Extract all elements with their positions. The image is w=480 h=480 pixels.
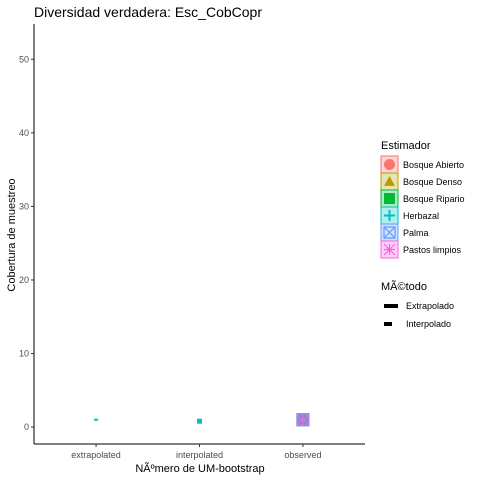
x-tick-label: observed <box>284 450 321 460</box>
legend-label-interpolado: Interpolado <box>406 319 451 329</box>
legend-label-pastos-limpios: Pastos limpios <box>403 245 462 255</box>
x-axis-title: NÃºmero de UM-bootstrap <box>135 462 264 475</box>
legend-symbol-bosque-denso <box>384 176 395 186</box>
legend-label-bosque-ripario: Bosque Ripario <box>403 194 465 204</box>
legend-label-extrapolado: Extrapolado <box>406 301 454 311</box>
x-tick-label: interpolated <box>176 450 223 460</box>
legend-estimador: Estimador Bosque Abierto Bosque Denso Bosq… <box>380 140 465 259</box>
legend-symbol-pastos-limpios <box>383 243 396 256</box>
legend-symbol-bosque-abierto <box>384 159 395 170</box>
legend-label-bosque-denso: Bosque Denso <box>403 177 462 187</box>
y-tick-label: 30 <box>19 201 29 211</box>
legend-title-metodo: MÃ©todo <box>381 280 427 293</box>
y-tick-label: 40 <box>19 128 29 138</box>
y-axis-title: Cobertura de muestreo <box>6 178 18 291</box>
legend-symbol-bosque-ripario <box>384 193 395 204</box>
plot-marks <box>94 413 310 427</box>
x-tick-label: extrapolated <box>71 450 121 460</box>
y-tick-label: 0 <box>24 422 29 432</box>
y-tick-label: 10 <box>19 349 29 359</box>
y-tick-label: 50 <box>19 54 29 64</box>
legend-title-estimador: Estimador <box>381 140 431 152</box>
legend-label-bosque-abierto: Bosque Abierto <box>403 160 464 170</box>
legend-symbol-herbazal <box>384 210 395 221</box>
point-herbazal-interpolated <box>197 418 202 424</box>
axes: 0 10 20 30 40 50 extrapolated interpolated obser… <box>19 24 365 460</box>
legend-label-palma: Palma <box>403 228 429 238</box>
legend-label-herbazal: Herbazal <box>403 211 439 221</box>
legend-metodo: MÃ©todo Extrapolado Interpolado <box>381 280 454 329</box>
point-pastos-limpios-observed <box>297 414 309 426</box>
legend-symbol-palma <box>383 226 396 239</box>
chart-title: Diversidad verdadera: Esc_CobCopr <box>34 4 262 20</box>
y-tick-label: 20 <box>19 275 29 285</box>
